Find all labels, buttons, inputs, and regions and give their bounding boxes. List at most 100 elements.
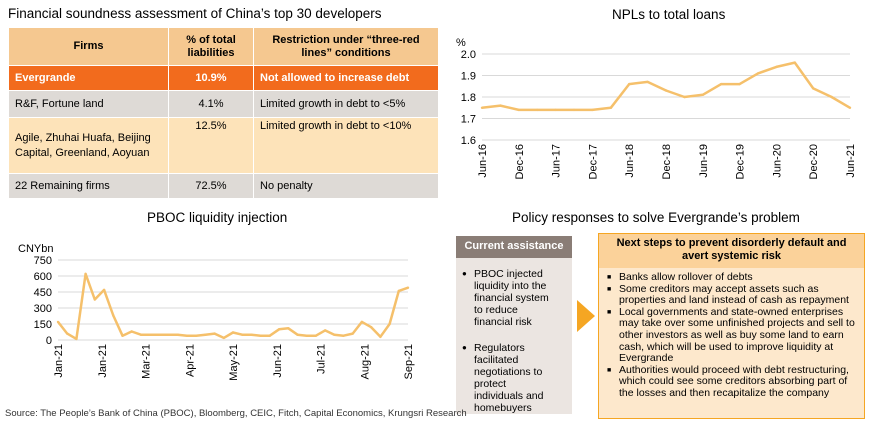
x-tick-label: Jun-19	[698, 144, 710, 178]
y-tick-label: 150	[34, 319, 52, 331]
x-tick-label: Jul-21	[316, 344, 328, 374]
source-note: Source: The People’s Bank of China (PBOC…	[5, 408, 467, 419]
data-point	[351, 332, 354, 335]
data-point	[222, 336, 225, 340]
next-steps-box: Next steps to prevent disorderly default…	[598, 233, 865, 419]
cell-share: 4.1%	[168, 90, 254, 118]
x-tick-label: Dec-17	[587, 144, 599, 179]
table-row: 22 Remaining firms 72.5% No penalty	[8, 173, 439, 199]
table-row: Agile, Zhuhai Huafa, Beijing Capital, Gr…	[8, 117, 439, 174]
data-point	[793, 61, 796, 64]
series-line	[57, 272, 409, 341]
data-point	[195, 334, 198, 337]
x-tick-label: Jan-21	[53, 344, 65, 378]
data-point	[333, 333, 336, 336]
cell-firms: Agile, Zhuhai Huafa, Beijing Capital, Gr…	[8, 117, 169, 174]
table-title: Financial soundness assessment of China’…	[8, 6, 382, 21]
cell-restriction: Limited growth in debt to <5%	[253, 90, 439, 118]
next-item-assets: Some creditors may accept assets such as…	[607, 283, 856, 307]
data-point	[84, 272, 87, 276]
data-point	[609, 106, 612, 110]
data-point	[554, 108, 557, 112]
data-point	[93, 298, 97, 301]
data-point	[480, 106, 484, 110]
data-point	[287, 327, 290, 330]
y-tick-label: 0	[46, 335, 52, 347]
next-steps-heading: Next steps to prevent disorderly default…	[599, 234, 864, 268]
data-point	[342, 334, 345, 337]
data-point	[701, 93, 704, 97]
cell-share: 72.5%	[168, 173, 254, 199]
data-point	[167, 333, 170, 336]
next-item-restructuring: Authorities would proceed with debt rest…	[607, 364, 856, 400]
series-line	[481, 61, 851, 112]
data-point	[397, 289, 400, 293]
data-point	[148, 333, 152, 336]
x-tick-label: Dec-20	[808, 144, 820, 179]
data-point	[213, 332, 216, 335]
data-point	[112, 314, 115, 317]
x-tick-label: May-21	[228, 344, 240, 381]
y-tick-label: 1.8	[461, 92, 476, 104]
table-row: Evergrande 10.9% Not allowed to increase…	[8, 65, 439, 91]
cell-firms: R&F, Fortune land	[8, 90, 169, 118]
x-tick-label: Dec-19	[735, 144, 747, 179]
pboc-chart-title: PBOC liquidity injection	[147, 210, 288, 225]
data-point	[775, 65, 778, 69]
data-point	[379, 335, 382, 338]
data-point	[296, 333, 299, 336]
x-tick-label: Jan-21	[97, 344, 109, 378]
data-point	[231, 331, 235, 334]
npl-chart-title: NPLs to total loans	[612, 7, 726, 22]
data-point	[572, 108, 576, 112]
y-tick-label: 2.0	[461, 49, 476, 61]
next-item-rollover: Banks allow rollover of debts	[607, 271, 856, 284]
data-point	[370, 326, 373, 329]
data-point	[683, 95, 686, 99]
data-point	[536, 108, 539, 112]
x-tick-label: Jun-17	[551, 144, 563, 178]
data-point	[259, 334, 262, 337]
data-point	[75, 337, 78, 341]
data-point	[185, 334, 189, 337]
data-point	[517, 108, 520, 112]
y-tick-label: 1.9	[461, 71, 476, 83]
policy-title: Policy responses to solve Evergrande’s p…	[512, 210, 800, 225]
x-tick-label: Jun-20	[771, 144, 783, 178]
x-tick-label: Jun-21	[272, 344, 284, 378]
x-tick-label: Jun-21	[845, 144, 857, 178]
current-item-liquidity: PBOC injected liquidity into the financi…	[462, 268, 558, 328]
data-point	[499, 104, 502, 107]
data-point	[360, 320, 364, 324]
header-firms: Firms	[8, 27, 169, 66]
data-point	[738, 82, 741, 86]
cell-share: 12.5%	[168, 117, 254, 174]
header-share: % of total liabilities	[168, 27, 254, 66]
current-assistance-header: Current assistance	[456, 236, 572, 258]
data-point	[406, 286, 410, 289]
data-point	[102, 288, 106, 292]
cell-share: 10.9%	[168, 65, 254, 91]
data-point	[305, 334, 308, 337]
data-point	[812, 87, 815, 90]
data-point	[158, 333, 161, 336]
cell-firms: 22 Remaining firms	[8, 173, 169, 199]
y-axis-unit-label: %	[456, 37, 466, 49]
header-restriction: Restriction under “three-red lines” cond…	[253, 27, 439, 66]
data-point	[314, 334, 318, 337]
data-point	[388, 322, 391, 326]
data-point	[646, 80, 649, 84]
data-point	[204, 333, 207, 336]
data-point	[591, 108, 594, 112]
data-point	[56, 320, 60, 324]
x-tick-label: Apr-21	[184, 344, 196, 377]
current-assistance-box: PBOC injected liquidity into the financi…	[456, 258, 572, 414]
data-point	[628, 82, 631, 86]
data-point	[121, 334, 124, 337]
cell-firms: Evergrande	[8, 65, 169, 91]
y-tick-label: 450	[34, 287, 52, 299]
data-point	[139, 333, 143, 336]
data-point	[323, 329, 327, 332]
current-item-regulators: Regulators facilitated negotiations to p…	[462, 342, 558, 414]
